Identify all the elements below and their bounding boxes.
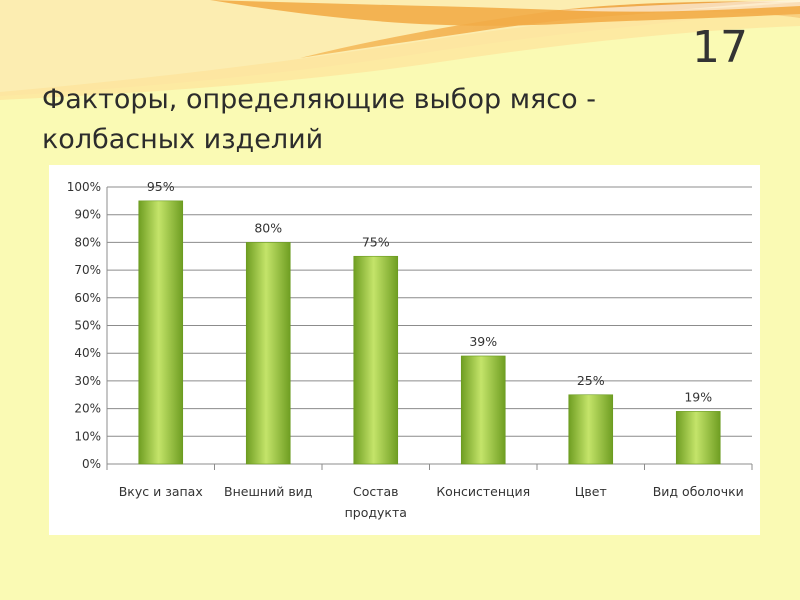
bar <box>568 394 614 465</box>
category-label: Цвет <box>575 484 607 499</box>
y-tick-label: 100% <box>67 180 101 194</box>
data-label: 39% <box>469 334 497 349</box>
y-tick-label: 60% <box>74 291 101 305</box>
bar <box>353 255 399 465</box>
y-tick-label: 70% <box>74 263 101 277</box>
bar <box>460 355 506 465</box>
data-label: 19% <box>684 389 712 404</box>
category-label: Внешний вид <box>224 484 312 499</box>
bar <box>138 200 184 465</box>
y-tick-label: 80% <box>74 235 101 249</box>
bar <box>245 242 291 465</box>
data-label: 25% <box>577 373 605 388</box>
category-label: Состав <box>353 484 399 499</box>
chart-svg: 0% 10% 20% 30% 40% 50% 60% 70% 80% 90% 100% 95% Вкус… <box>67 179 753 520</box>
data-label: 80% <box>254 220 282 235</box>
category-label: Вид оболочки <box>653 484 744 499</box>
slide-title: Факторы, определяющие выбор мясо - колба… <box>42 84 596 155</box>
y-tick-label: 30% <box>74 374 101 388</box>
bar-chart: 0% 10% 20% 30% 40% 50% 60% 70% 80% 90% 100% 95% Вкус… <box>49 165 760 535</box>
category-label: продукта <box>345 505 407 520</box>
y-tick-label: 40% <box>74 346 101 360</box>
data-label: 95% <box>147 179 175 194</box>
y-tick-label: 20% <box>74 402 101 416</box>
decorative-wave-banner <box>0 0 800 100</box>
y-tick-label: 10% <box>74 429 101 443</box>
category-label: Вкус и запах <box>119 484 203 499</box>
y-tick-label: 90% <box>74 208 101 222</box>
category-label: Консистенция <box>436 484 530 499</box>
y-tick-label: 50% <box>74 319 101 333</box>
slide-number: 17 <box>692 22 748 73</box>
bar <box>675 411 721 465</box>
y-tick-label: 0% <box>82 457 101 471</box>
data-label: 75% <box>362 234 390 249</box>
